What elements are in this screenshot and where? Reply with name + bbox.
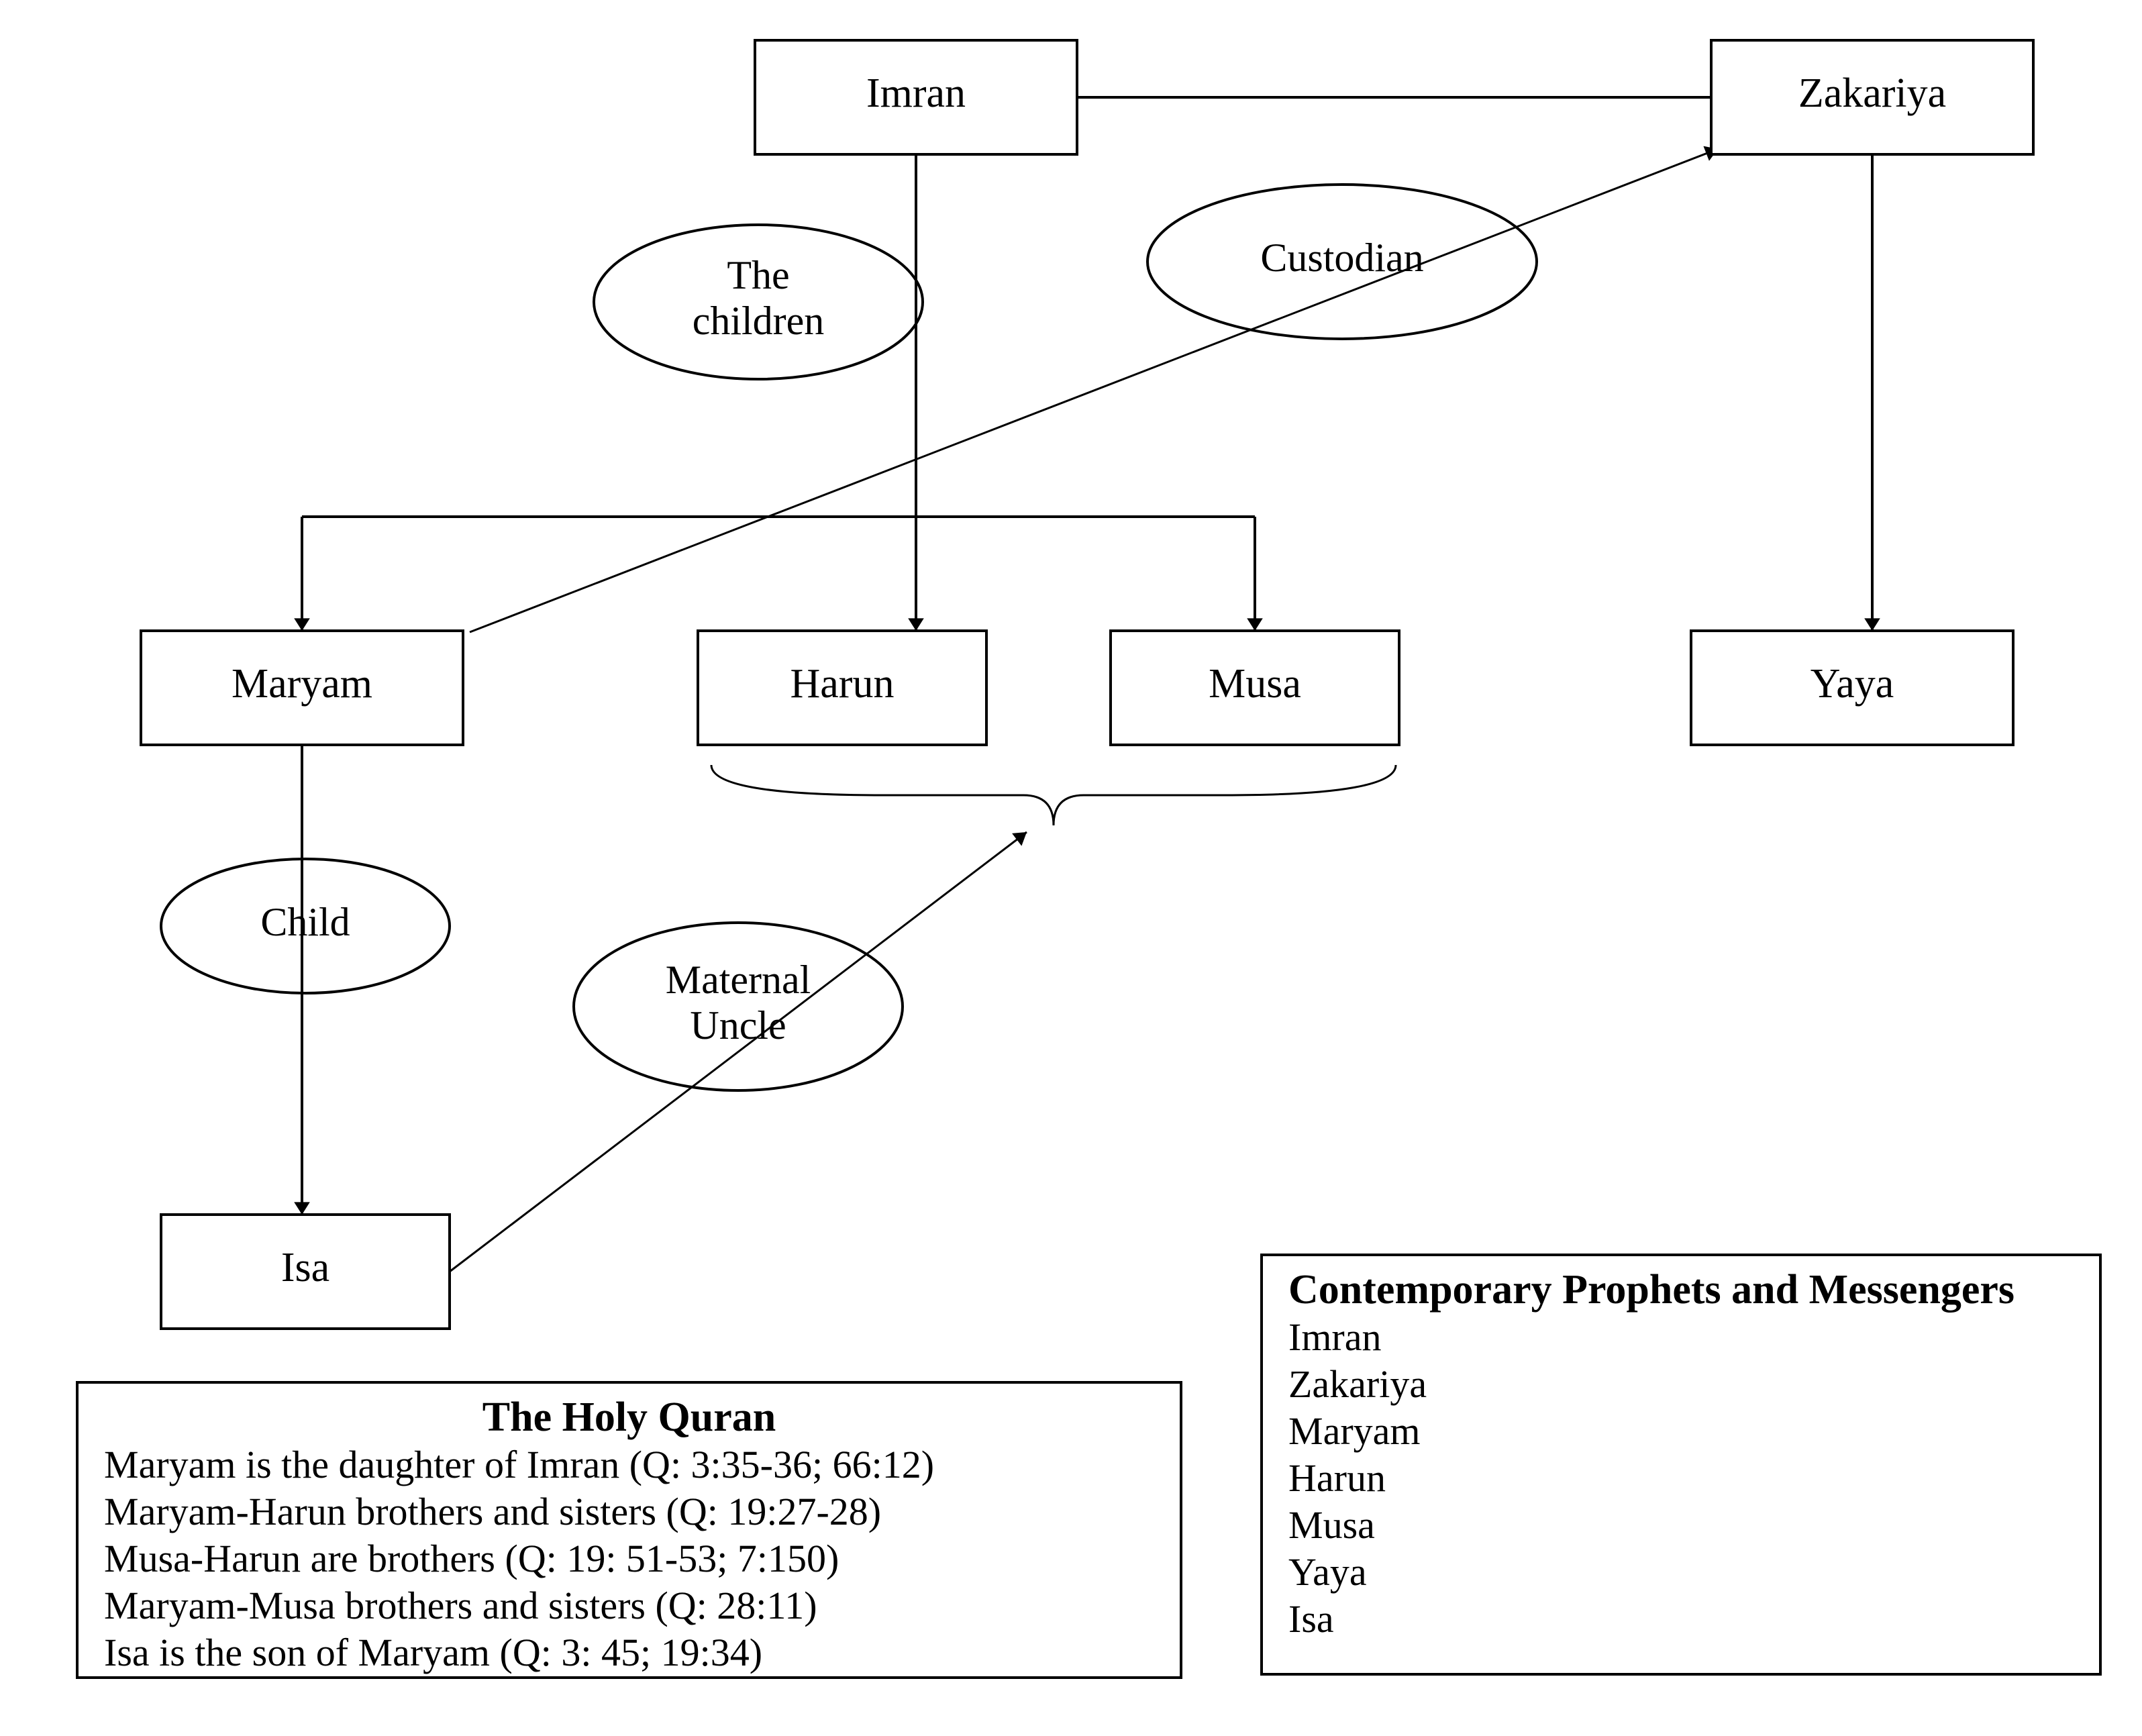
legend-contemp-line-3: Harun — [1288, 1456, 1386, 1500]
node-musa-label: Musa — [1209, 661, 1301, 707]
rel-the_children-label-1: children — [693, 299, 825, 343]
legend-contemp-line-0: Imran — [1288, 1315, 1382, 1359]
node-harun-label: Harun — [790, 661, 895, 707]
legend-quran-line-0: Maryam is the daughter of Imran (Q: 3:35… — [104, 1443, 934, 1486]
legend-quran-title: The Holy Quran — [482, 1394, 776, 1440]
legend-contemp-line-2: Maryam — [1288, 1409, 1421, 1453]
node-imran-label: Imran — [866, 70, 966, 116]
legend-contemp-line-6: Isa — [1288, 1597, 1334, 1641]
rel-child-label-0: Child — [260, 900, 350, 944]
family-tree-diagram: ImranZakariyaMaryamHarunMusaYayaIsaThech… — [0, 0, 2142, 1736]
rel-the_children-label-0: The — [727, 253, 789, 297]
legend-contemp-line-4: Musa — [1288, 1503, 1375, 1547]
node-maryam-label: Maryam — [232, 661, 372, 707]
legend-quran-line-3: Maryam-Musa brothers and sisters (Q: 28:… — [104, 1584, 817, 1627]
rel-maternal_uncle-label-0: Maternal — [666, 958, 811, 1002]
legend-quran-line-2: Musa-Harun are brothers (Q: 19: 51-53; 7… — [104, 1537, 839, 1580]
rel-maternal_uncle-label-1: Uncle — [690, 1003, 786, 1048]
legend-contemp — [1262, 1255, 2100, 1674]
node-yaya-label: Yaya — [1810, 661, 1894, 707]
node-zakariya-label: Zakariya — [1798, 70, 1946, 116]
legend-contemp-title: Contemporary Prophets and Messengers — [1288, 1267, 2014, 1313]
legend-quran-line-1: Maryam-Harun brothers and sisters (Q: 19… — [104, 1490, 881, 1533]
rel-custodian-label-0: Custodian — [1260, 236, 1423, 280]
node-isa-label: Isa — [281, 1245, 329, 1290]
legend-quran-line-4: Isa is the son of Maryam (Q: 3: 45; 19:3… — [104, 1631, 762, 1674]
legend-contemp-line-5: Yaya — [1288, 1550, 1367, 1594]
legend-contemp-line-1: Zakariya — [1288, 1362, 1427, 1406]
